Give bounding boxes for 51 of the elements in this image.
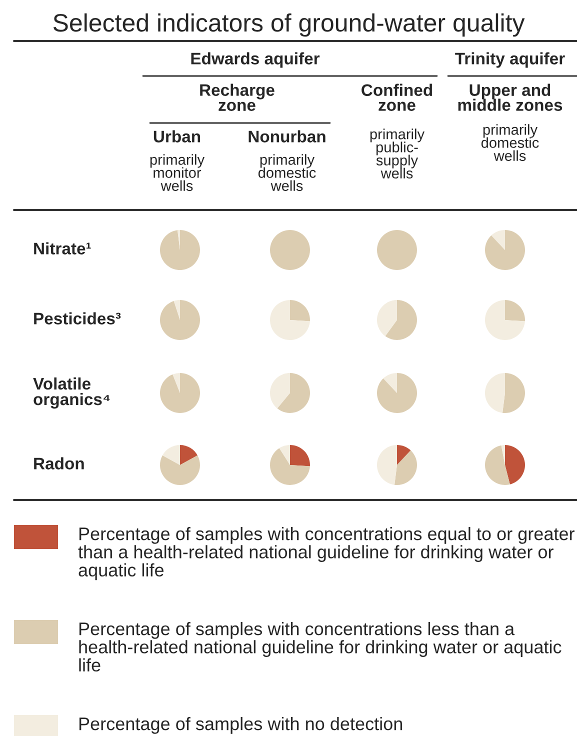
- pie-slice: [290, 445, 310, 466]
- text: Nitrate¹: [34, 242, 91, 254]
- pie-slice: [180, 445, 198, 465]
- text: Confined zone: [362, 84, 432, 111]
- pie-slice: [394, 450, 417, 485]
- text: Volatile organics⁴: [33, 377, 110, 409]
- pie-slice: [160, 230, 200, 270]
- text: Edwards aquifer: [191, 52, 320, 68]
- chart-title: Selected indicators of ground-water quality: [53, 13, 525, 37]
- pie-slice: [502, 373, 525, 413]
- pie-slice: [485, 445, 510, 485]
- pie-slice: [277, 373, 310, 413]
- text: Recharge zone: [200, 84, 274, 111]
- pie-slice: [383, 373, 397, 393]
- text: Radon: [34, 457, 84, 470]
- text: primarily monitor wells: [150, 154, 205, 191]
- pie-slice: [290, 300, 310, 322]
- pie-slice: [177, 230, 180, 250]
- pie-slice: [174, 300, 180, 320]
- pie-slice: [270, 300, 310, 340]
- pie-slice: [279, 445, 290, 465]
- pie-slice: [270, 373, 290, 408]
- pie-slice: [172, 373, 180, 393]
- legend-label: Percentage of samples with concentrations equal to or greater than a health-related national guideline for drinking water or aquatic life: [78, 527, 575, 580]
- pie-slice: [377, 445, 397, 485]
- text: primarily public- supply wells: [370, 128, 425, 179]
- pie-slice: [377, 373, 417, 413]
- text: Nonurban: [248, 130, 326, 142]
- text: Pesticides³: [34, 312, 121, 324]
- pie-slice: [377, 300, 397, 336]
- pie-slice: [485, 300, 525, 340]
- pie-slice: [397, 445, 411, 465]
- pie-slice: [505, 300, 525, 322]
- pie-slice: [270, 448, 310, 485]
- text: Urban: [154, 130, 200, 142]
- legend-label: Percentage of samples with no detection: [79, 717, 402, 734]
- text: primarily domestic wells: [258, 154, 316, 191]
- pie-slice: [160, 300, 200, 340]
- pie-slice: [491, 230, 505, 250]
- pie-slice: [385, 300, 417, 340]
- pie-slice: [501, 445, 505, 465]
- pie-slice: [505, 445, 525, 484]
- text: Trinity aquifer: [455, 52, 565, 68]
- text: Upper and middle zones: [458, 84, 562, 111]
- pie-slice: [162, 445, 180, 465]
- pie-slice: [160, 455, 200, 485]
- pie-slice: [160, 373, 200, 413]
- text: primarily domestic wells: [481, 124, 539, 161]
- pie-slice: [485, 373, 505, 413]
- pie-slice: [485, 230, 525, 270]
- legend-label: Percentage of samples with concentrations less than a health-related national guideline for drinking water or aquatic life: [79, 622, 562, 672]
